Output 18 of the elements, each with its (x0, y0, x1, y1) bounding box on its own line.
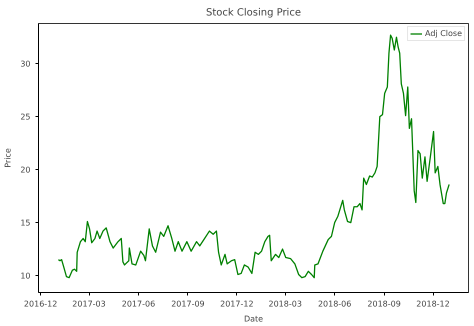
x-tick-label: 2018-09 (367, 300, 401, 308)
x-tick-label: 2018-12 (416, 300, 450, 308)
chart-title: Stock Closing Price (206, 8, 301, 18)
x-tick-label: 2017-03 (72, 300, 106, 308)
y-tick-label: 30 (20, 60, 31, 69)
legend-label: Adj Close (425, 29, 462, 38)
x-tick-label: 2018-03 (268, 300, 302, 308)
y-tick-label: 25 (20, 112, 31, 122)
x-tick-label: 2017-12 (220, 300, 254, 308)
x-tick-label: 2017-06 (122, 300, 156, 308)
y-tick-label: 15 (20, 218, 31, 228)
x-tick-label: 2018-06 (318, 300, 352, 308)
x-tick-label: 2017-09 (171, 300, 205, 308)
y-tick-label: 10 (20, 272, 31, 281)
x-tick-label: 2016-12 (24, 300, 58, 308)
y-tick-label: 20 (20, 166, 31, 175)
x-axis-title: Date (244, 314, 264, 324)
y-axis-title: Price (3, 148, 12, 168)
